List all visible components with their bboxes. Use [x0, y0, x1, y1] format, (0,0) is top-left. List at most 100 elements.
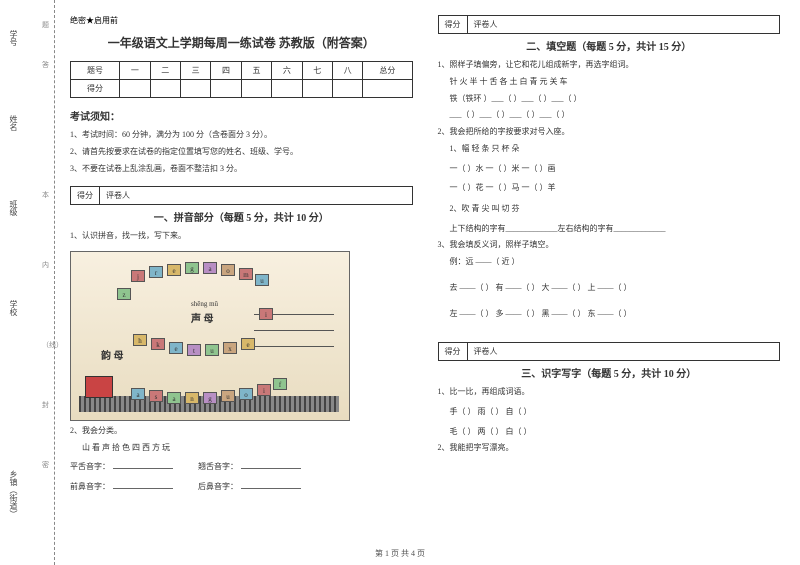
s2-q2-f0: 一（ ）水 一（ ）米 一（ ）画 [438, 160, 781, 178]
score-box-3: 得分 评卷人 [438, 342, 781, 361]
th-5: 五 [241, 62, 271, 80]
shengmu-line3 [254, 346, 334, 347]
s2-q2-f1: 一（ ）花 一（ ）马 一（ ）羊 [438, 179, 781, 197]
s2-q2-l: 1、幅 轻 条 只 杯 朵 [438, 143, 781, 156]
notice-3: 3、不要在试卷上乱涂乱画，卷面不整洁扣 3 分。 [70, 163, 413, 175]
sb-m6: x [223, 342, 237, 354]
sb-b7: i [257, 384, 271, 396]
th-3: 三 [180, 62, 210, 80]
main-content: 绝密★启用前 一年级语文上学期每周一练试卷 苏教版（附答案） 题号 一 二 三 … [55, 0, 800, 565]
yunmu-label: 韵 母 [101, 347, 124, 362]
section2-title: 二、填空题（每题 5 分，共计 15 分） [438, 38, 781, 53]
score-left-2: 得分 [439, 16, 468, 33]
score-left: 得分 [71, 187, 100, 204]
sb-m7: e [241, 338, 255, 350]
section3-title: 三、识字写字（每题 5 分，共计 10 分） [438, 365, 781, 380]
row-label: 得分 [71, 80, 120, 98]
score-right-3: 评卷人 [468, 343, 504, 360]
s1-q2: 2、我会分类。 [70, 425, 413, 438]
snake-pinyin-image: shēng mǔ 声 母 韵 母 j r e g a o m u z h k e… [70, 251, 350, 421]
sb-t5: o [221, 264, 235, 276]
s2-q3-ex: 例：远 ——（ 近 ） [438, 256, 781, 269]
s1-q2-line1: 平舌音字： 翘舌音字： [70, 458, 413, 476]
s2-q2: 2、我会把所给的字按要求对号入座。 [438, 126, 781, 139]
sb-m8: i [259, 308, 273, 320]
sb-m0: z [117, 288, 131, 300]
s2-q3-f0: 去 ——（ ） 有 ——（ ） 大 ——（ ） 上 ——（ ） [438, 279, 781, 297]
s2-q1-l1: 针 火 半 十 舌 各 土 白 青 元 关 车 [438, 76, 781, 89]
th-8: 八 [332, 62, 362, 80]
th-6: 六 [272, 62, 302, 80]
left-column: 绝密★启用前 一年级语文上学期每周一练试卷 苏教版（附答案） 题号 一 二 三 … [70, 15, 413, 557]
vt-5: 封 [42, 400, 49, 410]
score-right-2: 评卷人 [468, 16, 504, 33]
s3-q1: 1、比一比，再组成词语。 [438, 386, 781, 399]
vt-3: 内 [42, 260, 49, 270]
binding-label-xuexiao: 学校 [8, 300, 19, 316]
shengmu-label: 声 母 [191, 310, 214, 325]
s3-q1-l0: 手（ ） 雨（ ） 自（ ） [438, 403, 781, 421]
sb-m2: k [151, 338, 165, 350]
sb-t6: m [239, 268, 253, 280]
vt-1: 答 [42, 60, 49, 70]
sb-t7: u [255, 274, 269, 286]
s2-q3-f1: 左 ——（ ） 多 ——（ ） 黑 ——（ ） 东 ——（ ） [438, 305, 781, 323]
score-table: 题号 一 二 三 四 五 六 七 八 总分 得分 [70, 61, 413, 98]
binding-label-xingming: 姓名 [8, 115, 19, 131]
sb-b6: o [239, 388, 253, 400]
s2-q2b-l: 上下结构的字有_____________左右结构的字有_____________ [438, 220, 781, 238]
secret-label: 绝密★启用前 [70, 15, 413, 26]
notice-1: 1、考试时间：60 分钟，满分为 100 分（含卷面分 3 分）。 [70, 129, 413, 141]
s2-q1: 1、照样子填偏旁，让它和花儿组成新字，再选字组词。 [438, 59, 781, 72]
sb-b1: s [149, 390, 163, 402]
exam-title: 一年级语文上学期每周一练试卷 苏教版（附答案） [70, 34, 413, 51]
sb-b0: a [131, 388, 145, 400]
l1-left: 平舌音字： [70, 462, 110, 471]
sb-t0: j [131, 270, 145, 282]
th-1: 一 [120, 62, 150, 80]
vt-4: （线） [42, 340, 63, 350]
binding-margin: 学号 题 答 姓名 本 班级 内 学校 （线） 封 密 乡镇（街道） [0, 0, 55, 565]
s1-q2-chars: 山 看 声 拾 色 四 西 方 玩 [70, 442, 413, 455]
page-footer: 第 1 页 共 4 页 [375, 548, 425, 559]
binding-label-banji: 班级 [8, 200, 19, 216]
s3-q2: 2、我能把字写漂亮。 [438, 442, 781, 455]
vt-2: 本 [42, 190, 49, 200]
section1-title: 一、拼音部分（每题 5 分，共计 10 分） [70, 209, 413, 224]
th-0: 题号 [71, 62, 120, 80]
shengmu-line2 [254, 330, 334, 331]
sb-t1: r [149, 266, 163, 278]
l2-right: 后鼻音字： [198, 482, 238, 491]
sb-m5: u [205, 344, 219, 356]
vt-6: 密 [42, 460, 49, 470]
sb-b5: u [221, 390, 235, 402]
sb-b3: n [185, 392, 199, 404]
sb-t4: a [203, 262, 217, 274]
s1-q1: 1、认识拼音，找一找，写下来。 [70, 230, 413, 243]
l2-left: 前鼻音字： [70, 482, 110, 491]
score-box-2: 得分 评卷人 [438, 15, 781, 34]
s2-q2b: 2、吹 青 尖 叫 切 芬 [438, 203, 781, 216]
th-7: 七 [302, 62, 332, 80]
score-left-3: 得分 [439, 343, 468, 360]
notice-2: 2、请首先按要求在试卷的指定位置填写您的姓名、班级、学号。 [70, 146, 413, 158]
score-right: 评卷人 [100, 187, 136, 204]
th-2: 二 [150, 62, 180, 80]
binding-label-xiangzhen: 乡镇（街道） [8, 470, 19, 518]
score-box-1: 得分 评卷人 [70, 186, 413, 205]
s2-q1-l2: 铁（铁环 ）___（ ）___（ ）___（ ） [438, 93, 781, 106]
sb-b2: a [167, 392, 181, 404]
train-engine [85, 376, 113, 398]
s2-q3: 3、我会填反义词，照样子填空。 [438, 239, 781, 252]
sb-b8: f [273, 378, 287, 390]
shengmu-pinyin: shēng mǔ [191, 300, 218, 308]
notice-title: 考试须知： [70, 108, 413, 123]
score-value-row: 得分 [71, 80, 413, 98]
sb-b4: g [203, 392, 217, 404]
score-header-row: 题号 一 二 三 四 五 六 七 八 总分 [71, 62, 413, 80]
right-column: 得分 评卷人 二、填空题（每题 5 分，共计 15 分） 1、照样子填偏旁，让它… [438, 15, 781, 557]
th-4: 四 [211, 62, 241, 80]
sb-m3: e [169, 342, 183, 354]
s3-q1-l1: 毛（ ） 两（ ） 白（ ） [438, 423, 781, 441]
th-9: 总分 [363, 62, 412, 80]
